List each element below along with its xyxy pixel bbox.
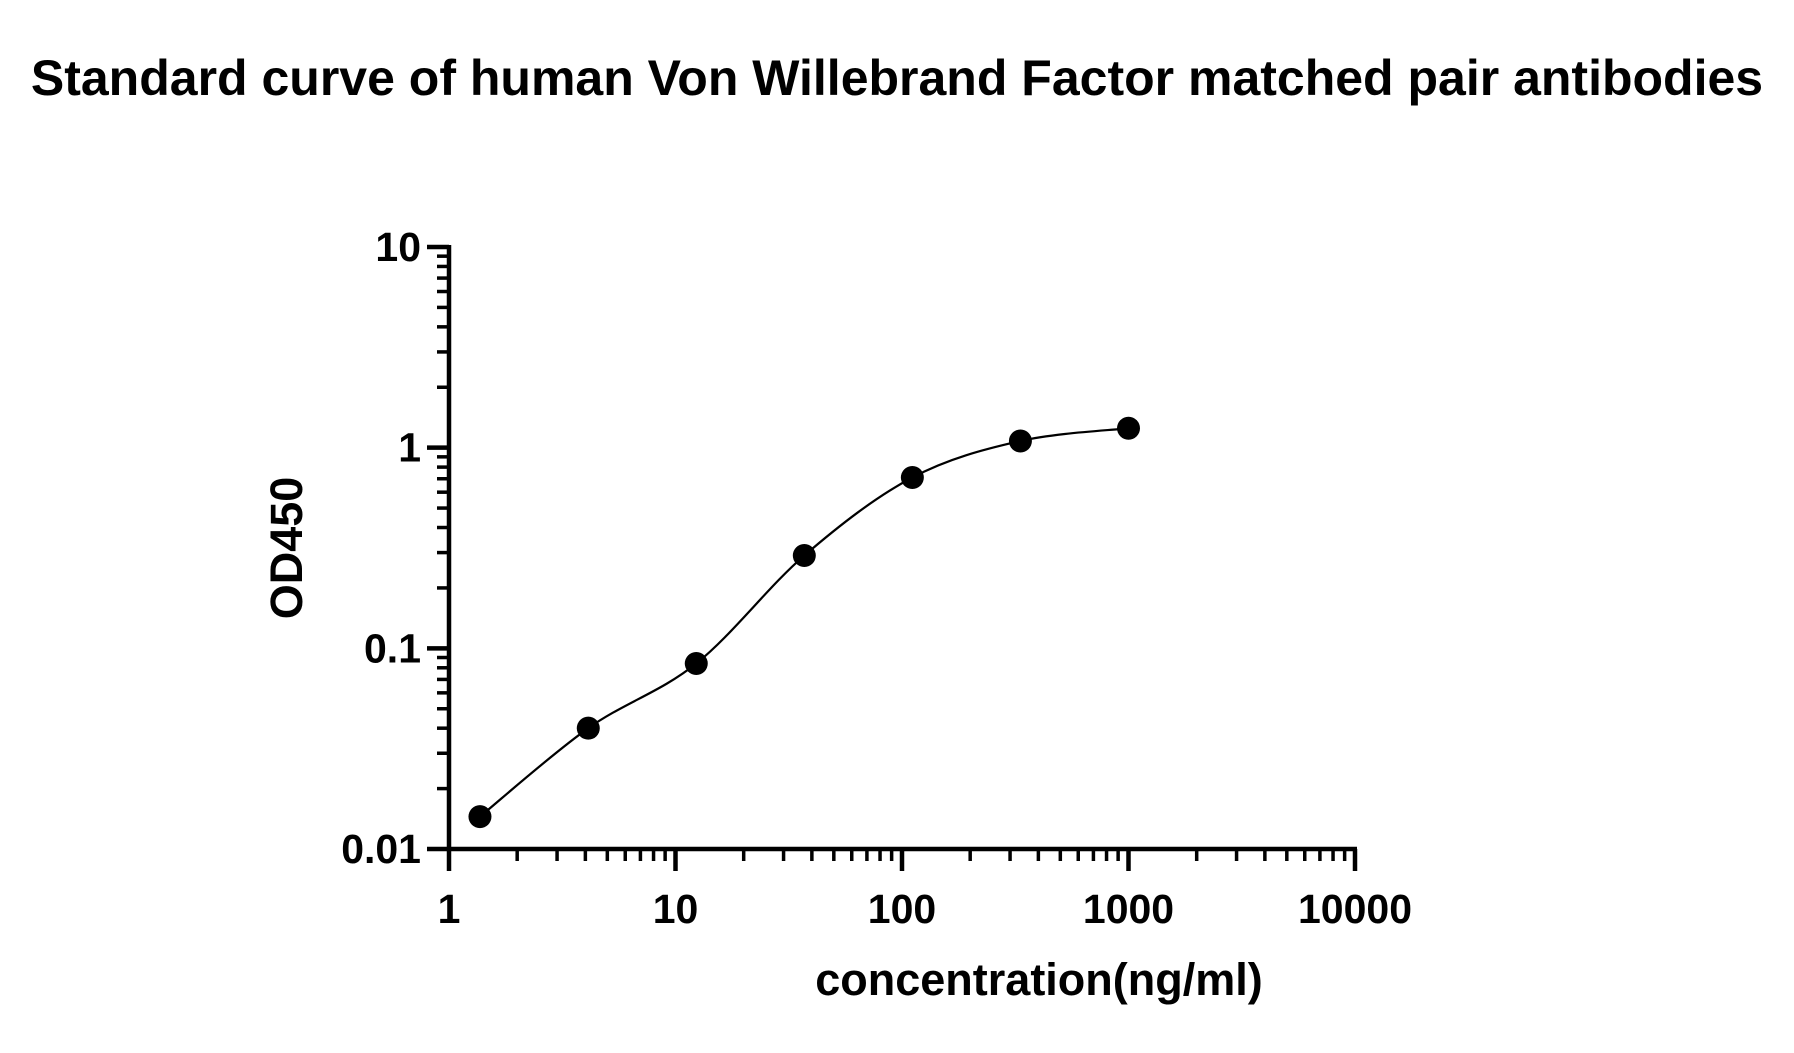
x-tick-label: 1 [438,886,461,932]
fit-curve [479,427,1129,818]
x-tick-label: 100 [868,886,936,932]
data-point [684,652,708,676]
data-point [468,805,492,829]
y-tick-label: 0.01 [341,826,421,872]
y-axis-label: OD450 [261,477,312,620]
y-tick-label: 10 [375,224,421,270]
data-point [900,466,924,490]
x-tick-label: 1000 [1083,886,1174,932]
x-tick-label: 10 [653,886,699,932]
chart-title: Standard curve of human Von Willebrand F… [30,50,1764,106]
data-point [792,544,816,568]
data-point [1117,416,1140,440]
x-tick-label: 10000 [1298,886,1412,932]
data-point [1008,429,1032,453]
x-axis-label: concentration(ng/ml) [815,954,1263,1005]
data-point [576,716,600,740]
y-tick-label: 0.1 [364,625,421,671]
y-tick-label: 1 [398,425,421,471]
